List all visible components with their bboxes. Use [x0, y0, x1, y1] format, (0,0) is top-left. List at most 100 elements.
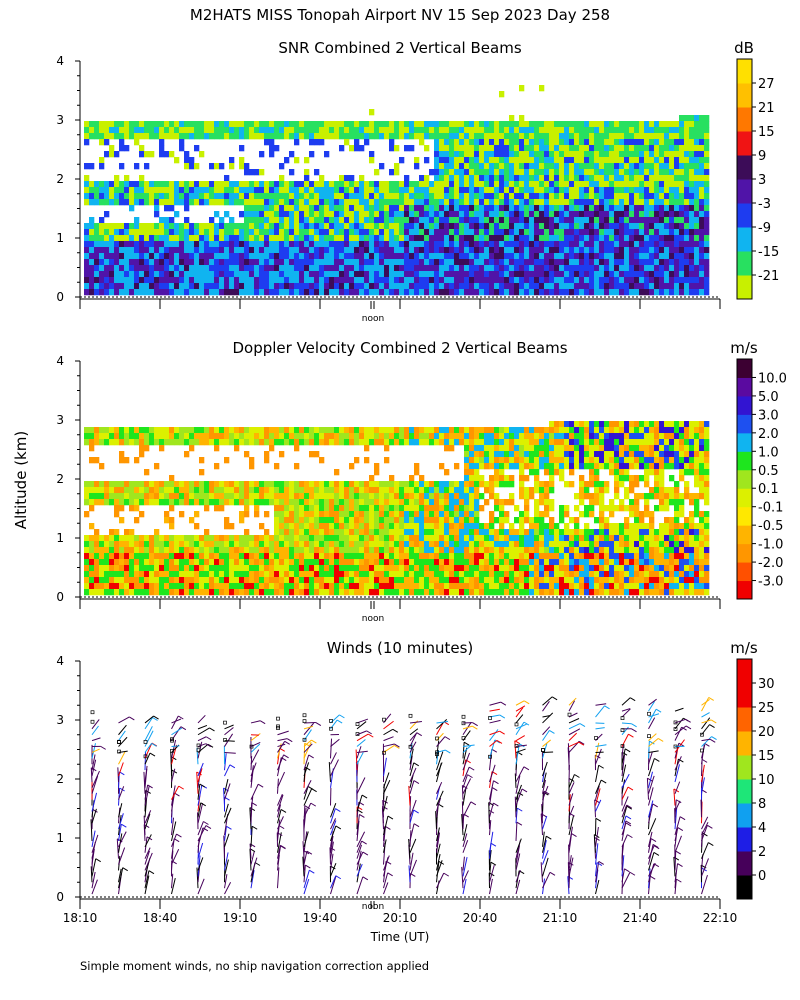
doppler-cell [429, 499, 435, 506]
doppler-cell [309, 511, 315, 518]
doppler-cell [359, 505, 365, 512]
snr-cell [599, 133, 605, 140]
doppler-cell [489, 583, 495, 590]
doppler-cell [144, 577, 150, 584]
snr-cell [229, 253, 235, 260]
snr-cell [694, 277, 700, 284]
snr-cell [504, 259, 510, 266]
snr-cell [679, 253, 685, 260]
snr-cell [369, 157, 375, 164]
doppler-cell [279, 499, 285, 506]
doppler-cell [359, 481, 365, 488]
snr-cell [469, 283, 475, 290]
doppler-cell [359, 517, 365, 524]
doppler-cell [304, 547, 310, 554]
snr-cell [94, 133, 100, 140]
doppler-cell [164, 427, 170, 434]
doppler-cell [479, 553, 485, 560]
snr-cell [119, 193, 125, 200]
snr-cell [639, 121, 645, 128]
snr-cell [489, 271, 495, 278]
snr-cell [124, 235, 130, 242]
doppler-cell [224, 439, 230, 446]
snr-cell [669, 247, 675, 254]
doppler-cell [354, 439, 360, 446]
snr-cell [89, 163, 95, 170]
doppler-cell [384, 523, 390, 530]
snr-cell [634, 241, 640, 248]
doppler-cell [364, 553, 370, 560]
snr-cell [534, 271, 540, 278]
doppler-cell [354, 559, 360, 566]
snr-cell [259, 217, 265, 224]
snr-cell [659, 175, 665, 182]
doppler-cell [134, 535, 140, 542]
snr-cell [454, 289, 460, 296]
snr-cell [219, 265, 225, 272]
snr-cell [484, 127, 490, 134]
snr-cell [444, 235, 450, 242]
snr-cell [704, 229, 710, 236]
doppler-cell [349, 553, 355, 560]
doppler-cell [219, 571, 225, 578]
doppler-cell [104, 499, 110, 506]
doppler-cell [389, 475, 395, 482]
snr-cell [594, 241, 600, 248]
doppler-cell [259, 553, 265, 560]
doppler-cell [359, 583, 365, 590]
doppler-cell [309, 481, 315, 488]
snr-cell [294, 217, 300, 224]
snr-cell [689, 289, 695, 296]
snr-cell [564, 181, 570, 188]
snr-cell [629, 265, 635, 272]
snr-cell [314, 205, 320, 212]
snr-cell [404, 229, 410, 236]
snr-cell [434, 187, 440, 194]
doppler-cell [304, 439, 310, 446]
doppler-cell [179, 535, 185, 542]
snr-cell [514, 271, 520, 278]
doppler-cell [324, 511, 330, 518]
snr-cell [634, 181, 640, 188]
snr-cell [469, 259, 475, 266]
snr-cell [229, 157, 235, 164]
snr-cell [309, 121, 315, 128]
snr-cell [454, 151, 460, 158]
snr-cell [619, 241, 625, 248]
doppler-cell [229, 547, 235, 554]
snr-cell [419, 289, 425, 296]
snr-heatmap [84, 85, 710, 296]
doppler-cell [119, 535, 125, 542]
snr-cell [524, 163, 530, 170]
snr-cell [194, 127, 200, 134]
snr-cell [574, 139, 580, 146]
doppler-cell [329, 505, 335, 512]
doppler-cell [384, 547, 390, 554]
doppler-cell [184, 541, 190, 548]
doppler-cell [264, 493, 270, 500]
snr-cell [294, 229, 300, 236]
snr-cell [114, 241, 120, 248]
doppler-cell [259, 487, 265, 494]
snr-cell [269, 253, 275, 260]
snr-cell [434, 211, 440, 218]
snr-cell [204, 121, 210, 128]
snr-cell [574, 211, 580, 218]
snr-cell [114, 133, 120, 140]
snr-cell [594, 205, 600, 212]
snr-cell [179, 193, 185, 200]
doppler-cell [284, 559, 290, 566]
snr-cell [554, 289, 560, 296]
snr-cell [244, 199, 250, 206]
doppler-cell [464, 427, 470, 434]
snr-cell [524, 193, 530, 200]
snr-cell [139, 283, 145, 290]
snr-cell [579, 187, 585, 194]
doppler-cell [184, 433, 190, 440]
snr-cell [604, 289, 610, 296]
doppler-cell [304, 517, 310, 524]
snr-cell [244, 193, 250, 200]
snr-cell [339, 277, 345, 284]
snr-cell [154, 259, 160, 266]
snr-cell [319, 271, 325, 278]
